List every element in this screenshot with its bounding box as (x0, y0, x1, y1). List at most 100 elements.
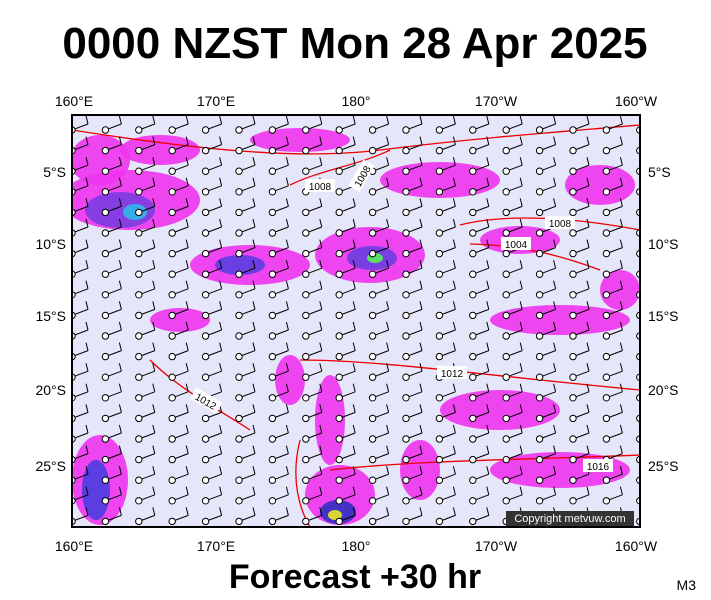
barb-station (201, 517, 210, 526)
barb-flag (519, 466, 523, 475)
barb-flag (252, 218, 256, 228)
barb-flag (319, 239, 323, 248)
barb-station (435, 497, 444, 505)
barb-station (101, 414, 110, 423)
barb-flag (586, 157, 590, 166)
barb-flag (352, 157, 356, 166)
barb-station (201, 208, 210, 217)
barb-station (569, 373, 577, 381)
barb-station (201, 126, 210, 134)
barb-flag (152, 115, 156, 125)
barb-station (469, 455, 477, 464)
barb-station (402, 126, 410, 134)
barb-station (535, 291, 544, 299)
barb-station (402, 352, 410, 361)
barb-station (402, 455, 410, 464)
barb-station (402, 229, 410, 237)
barb-flag (386, 445, 390, 454)
barb-station (335, 497, 343, 505)
barb-station (435, 146, 444, 155)
barb-flag (118, 218, 122, 228)
barb-flag (586, 321, 590, 331)
barb-flag (519, 157, 523, 166)
barb-flag (252, 507, 256, 516)
barb-flag (586, 177, 590, 186)
barb-station (101, 229, 110, 237)
barb-flag (118, 239, 122, 248)
barb-flag (118, 260, 122, 269)
barb-flag (519, 136, 523, 145)
barb-flag (386, 260, 390, 269)
barb-flag (219, 424, 223, 434)
barb-station (402, 394, 410, 402)
barb-station (502, 497, 510, 505)
barb-station (435, 476, 444, 484)
barb-station (235, 476, 243, 484)
barb-station (235, 414, 243, 423)
barb-station (235, 517, 243, 526)
barb-station (469, 497, 477, 505)
barb-flag (85, 424, 89, 434)
barb-station (535, 476, 544, 484)
barb-station (201, 291, 210, 299)
barb-station (101, 270, 110, 278)
barb-station (502, 126, 510, 134)
barb-flag (619, 404, 623, 413)
barb-flag (486, 198, 490, 207)
barb-flag (118, 280, 122, 289)
barb-station (569, 291, 577, 299)
barb-station (502, 455, 510, 464)
barb-flag (386, 177, 390, 186)
barb-flag (285, 260, 289, 269)
barb-station (135, 394, 143, 402)
lon-label-bottom: 160°W (615, 538, 658, 554)
barb-flag (486, 424, 490, 434)
barb-station (502, 435, 510, 443)
barb-station (469, 373, 477, 381)
barb-station (268, 208, 277, 217)
barb-flag (285, 486, 289, 495)
barb-station (502, 373, 510, 381)
barb-flag (386, 301, 390, 310)
barb-flag (152, 198, 156, 207)
barb-station (368, 208, 377, 217)
barb-flag (553, 260, 557, 269)
barb-flag (586, 301, 590, 310)
barb-station (368, 394, 377, 402)
barb-station (335, 229, 343, 237)
barb-flag (352, 115, 356, 125)
barb-station (469, 188, 477, 196)
barb-flag (285, 198, 289, 207)
barb-staff (639, 500, 640, 502)
barb-flag (85, 404, 89, 413)
barb-flag (386, 280, 390, 289)
barb-flag (519, 280, 523, 289)
barb-flag (185, 115, 189, 125)
barb-station (302, 311, 310, 320)
barb-flag (419, 507, 423, 516)
barb-station (201, 270, 210, 278)
barb-station (235, 208, 243, 217)
barb-flag (185, 136, 189, 145)
barb-station (535, 414, 544, 423)
barb-flag (85, 321, 89, 331)
barb-flag (252, 136, 256, 145)
barb-flag (85, 260, 89, 269)
barb-flag (486, 136, 490, 145)
barb-station (201, 249, 210, 258)
barb-station (602, 146, 611, 155)
barb-station (368, 497, 377, 505)
lat-label-left: 5°S (43, 164, 66, 180)
barb-flag (219, 136, 223, 145)
barb-flag (519, 321, 523, 331)
barb-flag (386, 115, 390, 125)
barb-flag (519, 424, 523, 434)
barb-flag (486, 157, 490, 166)
barb-flag (352, 404, 356, 413)
barb-station (335, 188, 343, 196)
barb-flag (252, 424, 256, 434)
barb-flag (185, 486, 189, 495)
barb-station (101, 455, 110, 464)
barb-flag (85, 115, 89, 125)
barb-station (268, 332, 277, 340)
